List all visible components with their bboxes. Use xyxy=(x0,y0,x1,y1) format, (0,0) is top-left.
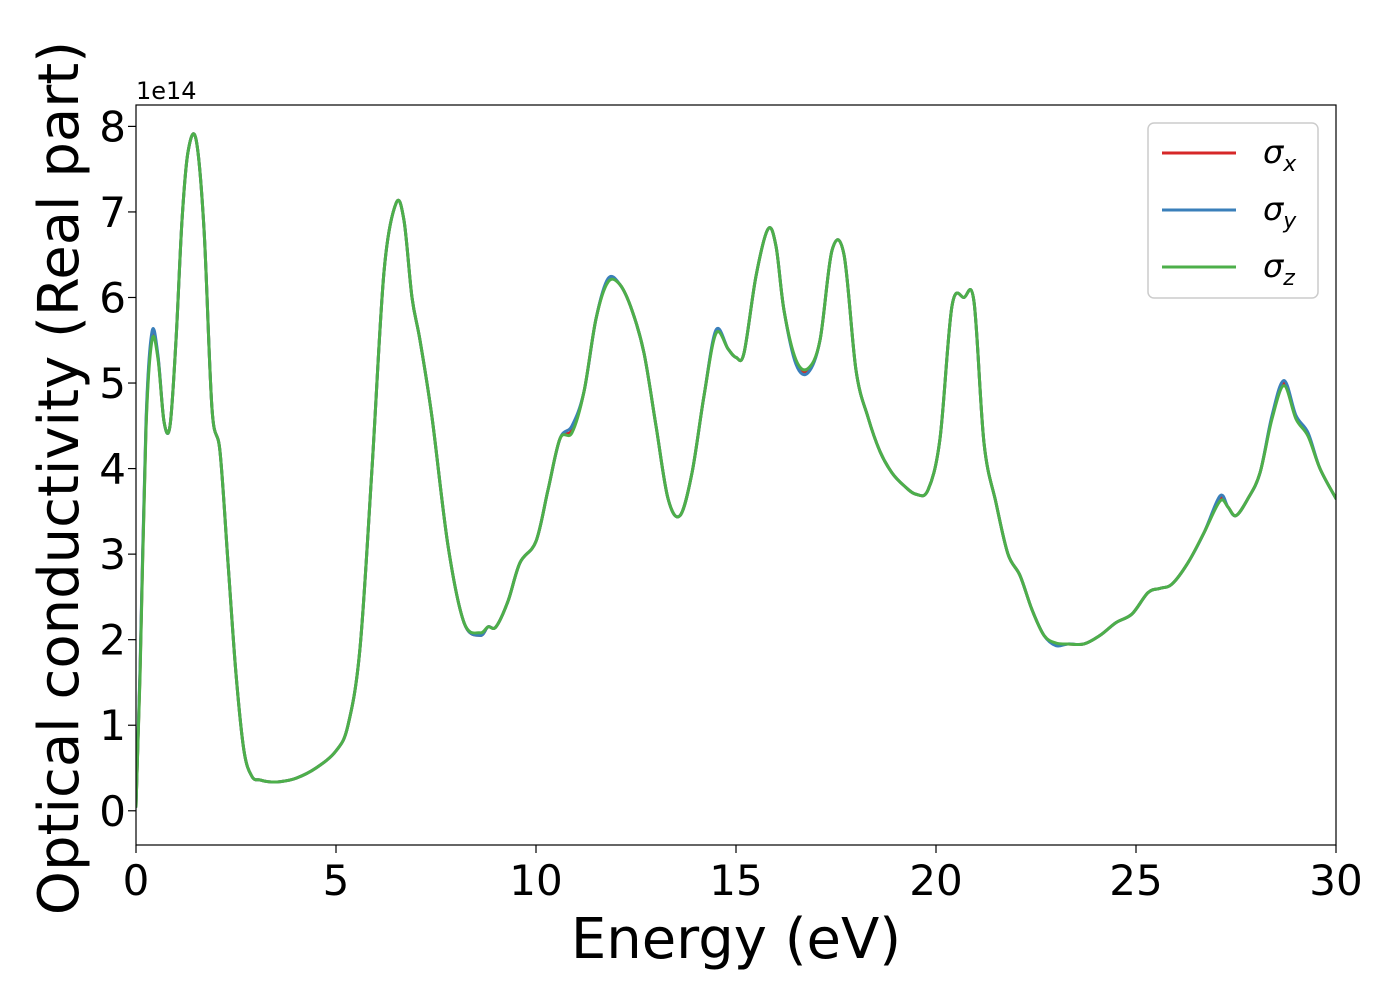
x-tick-label: 0 xyxy=(123,856,150,905)
x-axis-title: Energy (eV) xyxy=(571,907,901,972)
x-tick-label: 25 xyxy=(1109,856,1162,905)
series-layer xyxy=(136,132,1336,808)
y-tick-label: 4 xyxy=(99,445,126,494)
x-tick-label: 30 xyxy=(1309,856,1362,905)
y-tick-label: 8 xyxy=(99,102,126,151)
y-tick-label: 5 xyxy=(99,359,126,408)
y-tick-label: 1 xyxy=(99,701,126,750)
y-tick-label: 7 xyxy=(99,188,126,237)
y-axis: 0 1 2 3 4 5 6 7 8 xyxy=(99,102,136,836)
x-tick-label: 5 xyxy=(323,856,350,905)
y-tick-label: 2 xyxy=(99,616,126,665)
x-tick-label: 20 xyxy=(909,856,962,905)
x-tick-label: 10 xyxy=(509,856,562,905)
x-axis: 0 5 10 15 20 25 30 xyxy=(123,845,1363,905)
y-tick-label: 3 xyxy=(99,530,126,579)
y-axis-title: Optical conductivity (Real part) xyxy=(27,41,92,915)
x-tick-label: 15 xyxy=(709,856,762,905)
y-tick-label: 6 xyxy=(99,273,126,322)
series-line-z xyxy=(136,132,1336,808)
y-offset-label: 1e14 xyxy=(136,77,197,105)
y-tick-label: 0 xyxy=(99,787,126,836)
